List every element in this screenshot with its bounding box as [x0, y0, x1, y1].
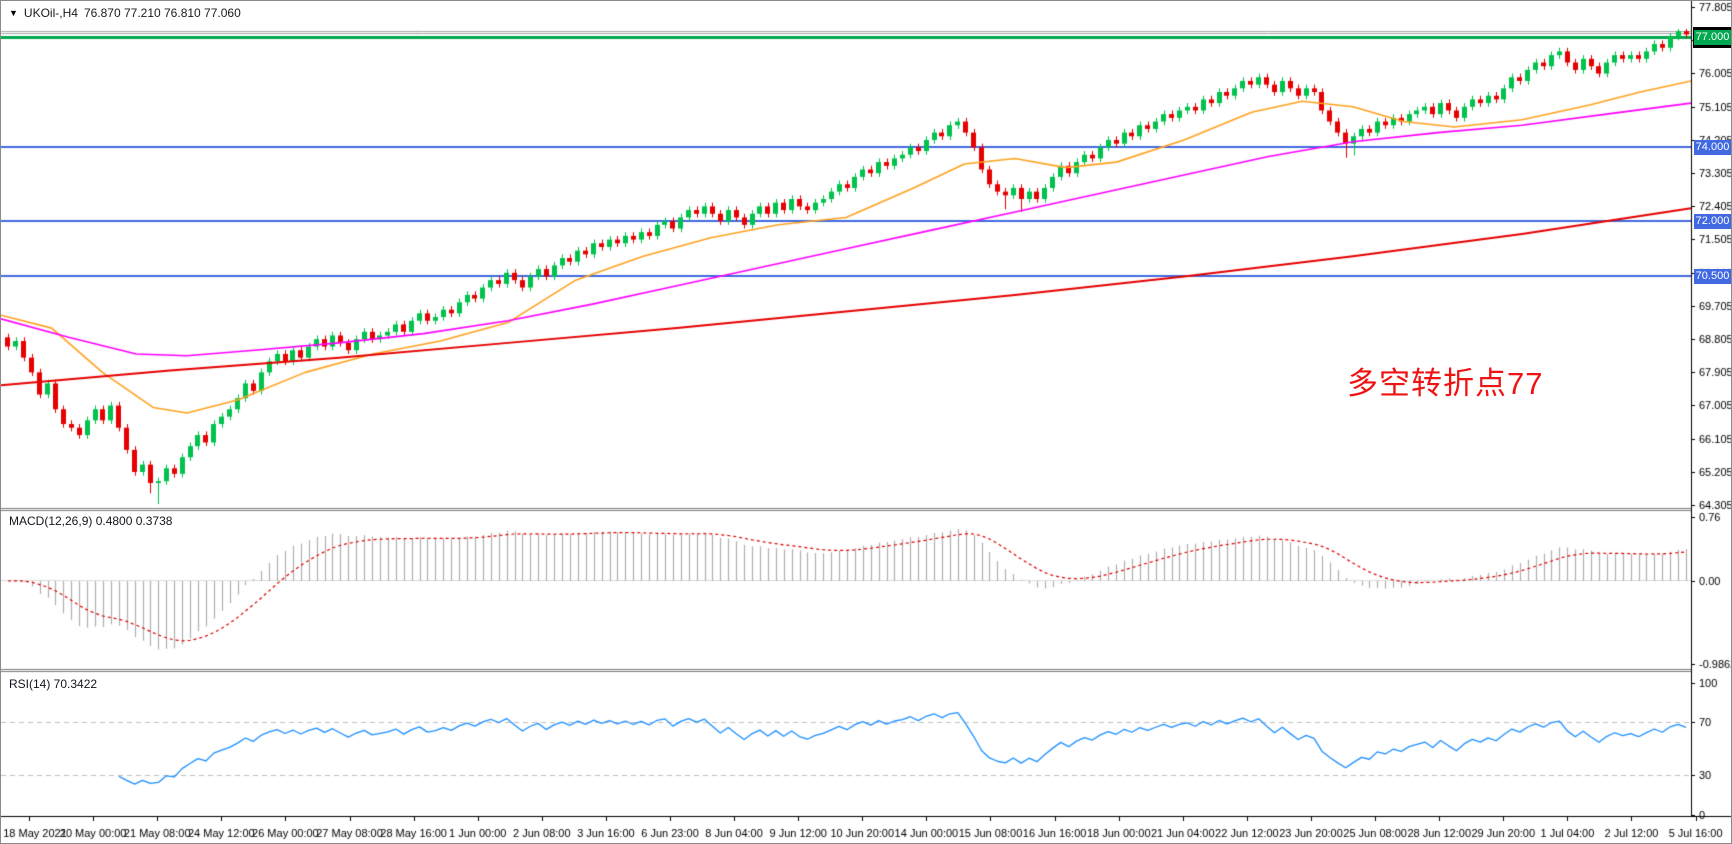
- macd-indicator-label: MACD(12,26,9) 0.4800 0.3738: [9, 514, 173, 528]
- symbol-dropdown-icon[interactable]: ▼: [9, 8, 18, 18]
- annotation-text: 多空转折点77: [1347, 366, 1544, 401]
- symbol-period-label: UKOil-,H4: [23, 6, 78, 20]
- hline-price-label-77000: 77.000: [1694, 30, 1731, 45]
- chart-title-bar: ▼ UKOil-,H4 76.870 77.210 76.810 77.060: [9, 6, 241, 20]
- ohlc-values: 76.870 77.210 76.810 77.060: [83, 6, 241, 20]
- hline-price-label-74000: 74.000: [1694, 140, 1731, 155]
- hline-price-label-72000: 72.000: [1694, 214, 1731, 229]
- hline-price-label-70500: 70.500: [1694, 269, 1731, 284]
- rsi-indicator-label: RSI(14) 70.3422: [9, 677, 98, 691]
